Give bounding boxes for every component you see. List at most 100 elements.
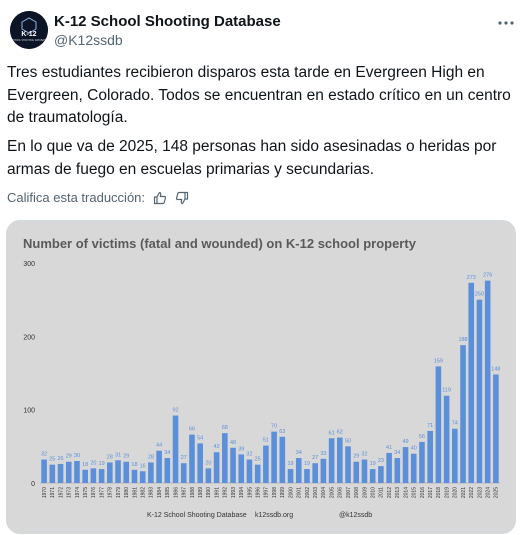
tweet-header: K-12 SCHOOL SHOOTING DATABASE K-12 Schoo… xyxy=(10,10,515,50)
bar xyxy=(57,463,64,483)
account-handle[interactable]: @K12ssdb xyxy=(54,32,123,48)
bar xyxy=(74,461,80,483)
data-label: 273 xyxy=(467,275,476,281)
x-tick-label: 2018 xyxy=(436,487,442,498)
data-label: 48 xyxy=(230,440,236,446)
data-label: 32 xyxy=(361,452,367,458)
x-tick-label: 2004 xyxy=(321,487,327,498)
data-label: 92 xyxy=(172,408,178,414)
x-tick-label: 1975 xyxy=(83,487,89,498)
x-tick-label: 1979 xyxy=(116,487,122,498)
bar xyxy=(238,454,245,483)
data-label: 41 xyxy=(386,445,392,451)
x-tick-label: 1999 xyxy=(280,487,286,498)
bar xyxy=(369,469,376,483)
y-tick-label: 200 xyxy=(23,334,35,341)
chart-image[interactable]: Number of victims (fatal and wounded) on… xyxy=(6,220,516,534)
bar xyxy=(213,452,220,483)
x-tick-label: 2009 xyxy=(362,487,368,498)
bar xyxy=(115,460,121,483)
data-label: 42 xyxy=(214,444,220,450)
bar xyxy=(197,443,203,483)
x-tick-label: 1978 xyxy=(108,487,114,498)
data-label: 68 xyxy=(222,425,228,431)
bar xyxy=(295,458,302,483)
translation-prompt: Califica esta traducción: xyxy=(7,190,146,205)
x-tick-label: 2023 xyxy=(477,487,483,498)
x-tick-label: 1973 xyxy=(67,487,73,498)
bar xyxy=(41,459,47,483)
bar xyxy=(263,445,269,483)
bar xyxy=(394,458,401,483)
data-label: 54 xyxy=(197,435,203,441)
x-tick-label: 1980 xyxy=(124,487,130,498)
data-label: 56 xyxy=(419,434,425,440)
data-label: 20 xyxy=(205,460,211,466)
avatar-subtext: SCHOOL SHOOTING DATABASE xyxy=(11,39,48,42)
bar xyxy=(90,468,97,483)
bar xyxy=(452,428,458,483)
bar xyxy=(328,438,335,483)
data-label: 51 xyxy=(263,438,269,444)
x-tick-label: 2019 xyxy=(444,487,450,498)
x-tick-label: 1972 xyxy=(58,487,64,498)
bar xyxy=(131,469,138,483)
x-tick-label: 2001 xyxy=(297,487,303,498)
bar xyxy=(345,446,351,483)
data-label: 30 xyxy=(74,453,80,459)
x-tick-label: 1974 xyxy=(75,487,81,498)
bar xyxy=(139,471,146,483)
data-label: 29 xyxy=(66,454,72,460)
account-name[interactable]: K-12 School Shooting Database xyxy=(54,13,281,30)
avatar[interactable]: K-12 SCHOOL SHOOTING DATABASE xyxy=(10,11,48,49)
data-label: 33 xyxy=(320,451,326,457)
bar xyxy=(189,434,195,483)
bar xyxy=(98,469,105,483)
data-label: 19 xyxy=(370,461,376,467)
x-tick-label: 1991 xyxy=(214,487,220,498)
bar xyxy=(353,461,360,483)
bar xyxy=(410,453,417,483)
x-tick-label: 1977 xyxy=(99,487,105,498)
bar xyxy=(402,447,409,483)
y-tick-label: 0 xyxy=(31,481,35,488)
x-tick-label: 1981 xyxy=(132,487,138,498)
thumbs-down-icon[interactable] xyxy=(175,191,189,205)
bar xyxy=(172,415,179,483)
more-icon[interactable] xyxy=(497,14,515,37)
bar xyxy=(164,458,171,483)
data-label: 148 xyxy=(491,366,500,372)
bar xyxy=(279,436,286,483)
data-label: 159 xyxy=(434,358,443,364)
data-label: 19 xyxy=(99,461,105,467)
data-label: 188 xyxy=(458,337,467,343)
bar xyxy=(246,459,253,483)
data-label: 50 xyxy=(345,438,351,444)
bar xyxy=(271,431,277,483)
thumbs-up-icon[interactable] xyxy=(153,191,167,205)
data-label: 23 xyxy=(378,458,384,464)
x-tick-label: 2012 xyxy=(387,487,393,498)
bar xyxy=(205,468,212,483)
bar xyxy=(419,441,425,483)
data-label: 16 xyxy=(140,463,146,469)
data-label: 34 xyxy=(296,450,302,456)
bar xyxy=(320,458,327,483)
x-tick-label: 2008 xyxy=(354,487,360,498)
x-tick-label: 2024 xyxy=(485,487,491,498)
data-label: 19 xyxy=(287,461,293,467)
data-label: 27 xyxy=(312,455,318,461)
bar xyxy=(484,280,491,483)
data-label: 74 xyxy=(452,421,458,427)
x-tick-label: 1988 xyxy=(190,487,196,498)
x-tick-label: 2002 xyxy=(305,487,311,498)
x-tick-label: 2013 xyxy=(395,487,401,498)
data-label: 18 xyxy=(131,462,137,468)
x-tick-label: 2000 xyxy=(288,487,294,498)
bar xyxy=(337,437,343,483)
translation-rating: Califica esta traducción: xyxy=(7,190,189,205)
bar xyxy=(148,462,154,483)
data-label: 61 xyxy=(329,430,335,436)
chart-footer-text: k12ssdb.org xyxy=(255,512,293,519)
x-tick-label: 1982 xyxy=(140,487,146,498)
